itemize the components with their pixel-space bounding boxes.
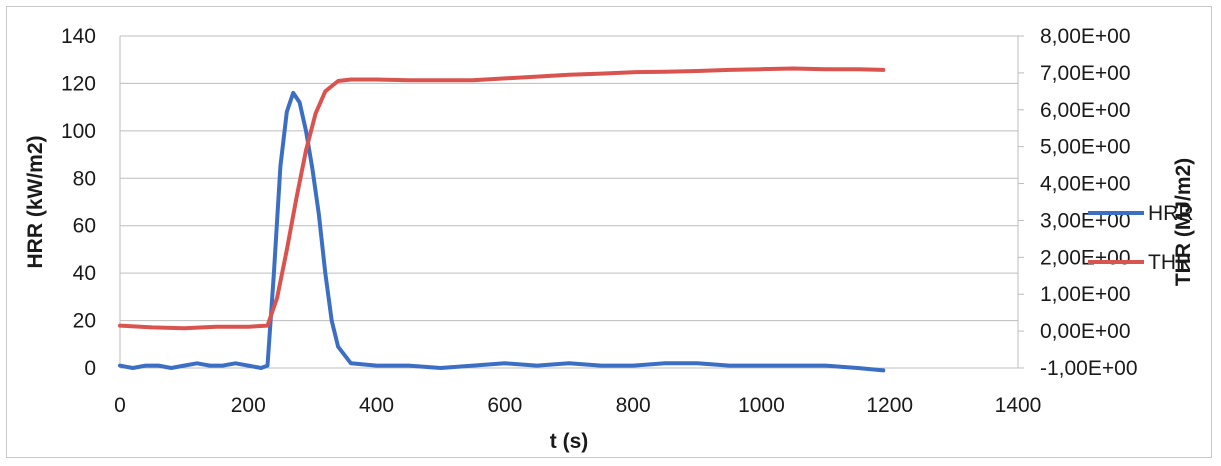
legend-label-hrr: HRR bbox=[1148, 202, 1194, 225]
y2-tick-label-0: -1,00E+00 bbox=[1040, 357, 1138, 380]
chart-frame bbox=[6, 6, 1212, 458]
y2-tick-label-6: 5,00E+00 bbox=[1040, 136, 1131, 159]
y-tick-label-7: 140 bbox=[61, 25, 96, 48]
y-tick-label-2: 40 bbox=[73, 262, 96, 285]
y2-tick-label-1: 0,00E+00 bbox=[1040, 320, 1131, 343]
x-tick-label-3: 600 bbox=[487, 394, 522, 417]
series bbox=[118, 66, 886, 373]
series-line-hrr bbox=[118, 90, 886, 373]
y-tick-label-1: 20 bbox=[73, 310, 96, 333]
y-tick-label-3: 60 bbox=[73, 215, 96, 238]
y2-tick-label-2: 1,00E+00 bbox=[1040, 283, 1131, 306]
y2-axis-title: THR (MJ/m2) bbox=[1172, 158, 1195, 286]
y2-tick-label-7: 6,00E+00 bbox=[1040, 99, 1131, 122]
y2-tick-label-3: 2,00E+00 bbox=[1040, 246, 1131, 269]
gridlines bbox=[120, 35, 1018, 369]
y-tick-label-5: 100 bbox=[61, 120, 96, 143]
x-tick-label-7: 1400 bbox=[995, 394, 1042, 417]
y2-tick-label-9: 8,00E+00 bbox=[1040, 25, 1131, 48]
x-tick-label-6: 1200 bbox=[866, 394, 913, 417]
y2-tick-label-5: 4,00E+00 bbox=[1040, 173, 1131, 196]
x-tick-label-1: 200 bbox=[231, 394, 266, 417]
legend-label-thr: THR bbox=[1148, 251, 1191, 274]
legend: HRR THR bbox=[1088, 202, 1194, 274]
y-axis-title: HRR (kW/m2) bbox=[24, 135, 47, 268]
x-tick-label-5: 1000 bbox=[738, 394, 785, 417]
y-tick-label-0: 0 bbox=[84, 357, 96, 380]
series-line-thr bbox=[118, 66, 886, 331]
x-axis-title: t (s) bbox=[550, 430, 589, 453]
x-tick-label-2: 400 bbox=[359, 394, 394, 417]
y-tick-label-6: 120 bbox=[61, 72, 96, 95]
y-tick-label-4: 80 bbox=[73, 167, 96, 190]
x-tick-label-4: 800 bbox=[616, 394, 651, 417]
y2-tick-label-4: 3,00E+00 bbox=[1040, 209, 1131, 232]
y2-tick-label-8: 7,00E+00 bbox=[1040, 62, 1131, 85]
x-tick-label-0: 0 bbox=[114, 394, 126, 417]
